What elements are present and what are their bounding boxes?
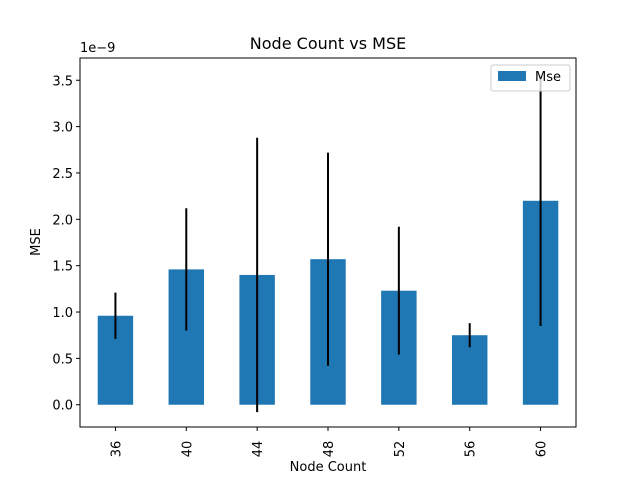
y-axis-ticks: 0.0 0.5 1.0 1.5 2.0 2.5 3.0 3.5	[52, 74, 80, 414]
x-axis-ticks: 36 40 44 48 52 56 60	[109, 427, 550, 458]
x-tick-label-56: 56	[464, 441, 479, 458]
y-tick-label: 0.0	[52, 399, 73, 414]
y-tick-label: 3.0	[52, 121, 73, 136]
y-tick-label: 2.0	[52, 213, 73, 228]
y-tick-label: 0.5	[52, 352, 73, 367]
y-tick-label: 1.5	[52, 260, 73, 275]
x-axis-title: Node Count	[290, 460, 367, 475]
y-tick-label: 2.5	[52, 167, 73, 182]
legend: Mse	[490, 64, 571, 92]
error-bars-group	[114, 75, 542, 413]
y-scale-label: 1e−9	[80, 41, 115, 56]
x-tick-label-48: 48	[322, 441, 337, 458]
y-tick-label: 3.5	[52, 74, 73, 89]
x-tick-label-36: 36	[109, 441, 124, 458]
y-axis-title: MSE	[29, 228, 44, 256]
legend-label: Mse	[535, 70, 561, 85]
x-tick-label-40: 40	[180, 441, 195, 458]
x-tick-label-60: 60	[535, 441, 550, 458]
x-tick-label-44: 44	[251, 441, 266, 458]
chart-title: Node Count vs MSE	[250, 34, 406, 53]
legend-swatch	[498, 71, 526, 81]
x-tick-label-52: 52	[393, 441, 408, 458]
y-tick-label: 1.0	[52, 306, 73, 321]
